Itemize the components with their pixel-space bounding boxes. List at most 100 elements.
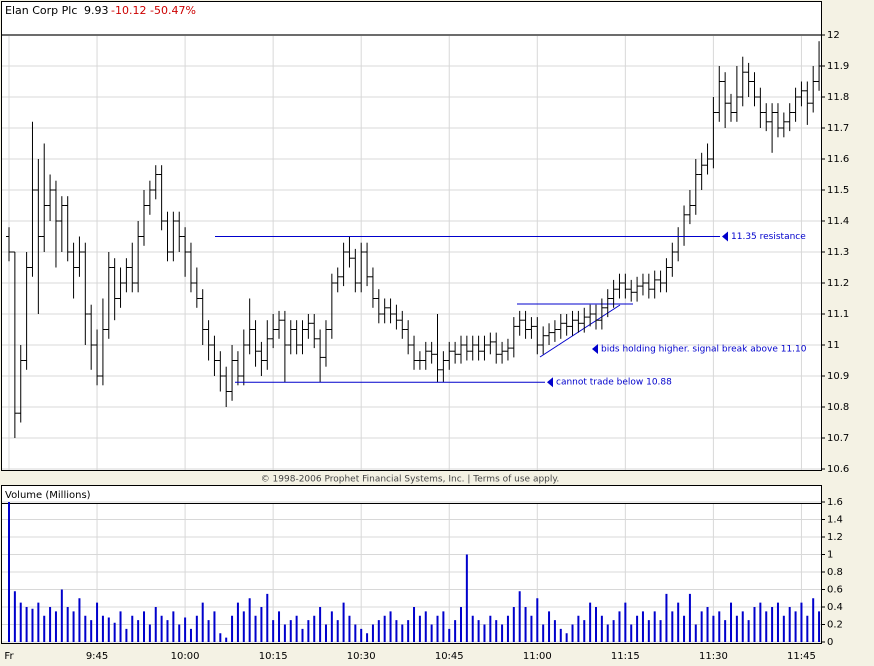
volume-bar bbox=[166, 620, 169, 642]
volume-bar bbox=[565, 633, 568, 642]
volume-bar bbox=[348, 615, 351, 642]
volume-bar bbox=[101, 615, 104, 642]
volume-title: Volume (Millions) bbox=[5, 490, 91, 501]
volume-bar bbox=[647, 620, 650, 642]
volume-bar bbox=[201, 602, 204, 642]
volume-bar bbox=[43, 615, 46, 642]
volume-bar bbox=[90, 620, 93, 642]
volume-bar bbox=[812, 598, 815, 642]
volume-bar bbox=[242, 611, 245, 642]
y-tick-label: 1 bbox=[827, 550, 833, 561]
volume-bar bbox=[753, 607, 756, 642]
y-tick-label: 0.2 bbox=[827, 620, 843, 631]
volume-panel bbox=[1, 485, 822, 644]
last-price: 9.93 bbox=[84, 4, 109, 17]
volume-bar bbox=[518, 591, 521, 642]
header-box bbox=[1, 1, 822, 35]
volume-bar bbox=[495, 620, 498, 642]
volume-bar bbox=[477, 620, 480, 642]
volume-bar bbox=[465, 554, 468, 642]
x-tick-label: 11:00 bbox=[523, 651, 552, 662]
volume-bar bbox=[360, 628, 363, 642]
volume-bar bbox=[413, 607, 416, 642]
volume-bar bbox=[759, 602, 762, 642]
triangle-rising-line bbox=[539, 304, 621, 358]
volume-bar bbox=[19, 602, 22, 642]
annotation-arrow bbox=[592, 344, 598, 354]
volume-bar bbox=[207, 620, 210, 642]
volume-bar bbox=[248, 598, 251, 642]
volume-bar bbox=[641, 611, 644, 642]
volume-bar bbox=[148, 624, 151, 642]
volume-bar bbox=[589, 602, 592, 642]
annotation-arrow bbox=[547, 377, 553, 388]
y-tick-label: 1.4 bbox=[827, 515, 843, 526]
volume-bar bbox=[96, 602, 99, 642]
volume-bar bbox=[283, 624, 286, 642]
volume-bar bbox=[49, 607, 52, 642]
volume-bar bbox=[8, 502, 10, 642]
copyright: © 1998-2006 Prophet Financial Systems, I… bbox=[261, 475, 560, 485]
volume-bar bbox=[336, 620, 339, 642]
y-tick-label: 0 bbox=[827, 637, 833, 648]
x-tick-label: 10:15 bbox=[259, 651, 288, 662]
price-change-pct: -50.47% bbox=[150, 4, 196, 17]
y-tick-label: 11.9 bbox=[827, 61, 849, 72]
volume-bar bbox=[606, 624, 609, 642]
volume-bar bbox=[54, 611, 57, 642]
volume-bar bbox=[501, 624, 504, 642]
volume-bar bbox=[354, 624, 357, 642]
volume-bar bbox=[483, 624, 486, 642]
x-tick-label: 10:30 bbox=[347, 651, 376, 662]
annotation-arrow bbox=[722, 231, 728, 242]
volume-bar bbox=[524, 607, 527, 642]
volume-bar bbox=[366, 633, 369, 642]
y-tick-label: 12 bbox=[827, 30, 840, 41]
volume-bar bbox=[630, 624, 633, 642]
volume-bar bbox=[489, 615, 492, 642]
volume-bar bbox=[37, 602, 40, 642]
volume-bar bbox=[788, 607, 791, 642]
volume-bar bbox=[765, 611, 768, 642]
volume-bar bbox=[189, 628, 192, 642]
volume-bar bbox=[624, 602, 627, 642]
volume-bar bbox=[659, 620, 662, 642]
y-tick-label: 10.6 bbox=[827, 464, 849, 475]
y-tick-label: 11.6 bbox=[827, 154, 849, 165]
volume-bar bbox=[395, 620, 398, 642]
y-tick-label: 1.6 bbox=[827, 497, 843, 508]
volume-bar bbox=[741, 611, 744, 642]
volume-bar bbox=[418, 615, 421, 642]
volume-bar bbox=[272, 620, 275, 642]
volume-bar bbox=[806, 615, 809, 642]
volume-bar bbox=[119, 611, 122, 642]
volume-bar bbox=[553, 620, 556, 642]
volume-bar bbox=[60, 589, 63, 642]
price-change: -10.12 bbox=[111, 4, 146, 17]
volume-bar bbox=[430, 624, 433, 642]
volume-bar bbox=[618, 611, 621, 642]
volume-bar bbox=[137, 620, 140, 642]
volume-bar bbox=[636, 615, 639, 642]
volume-bar bbox=[178, 624, 181, 642]
volume-bar bbox=[700, 611, 703, 642]
x-tick-label: Fr bbox=[4, 651, 14, 662]
y-tick-label: 0.6 bbox=[827, 585, 843, 596]
volume-bar bbox=[506, 615, 509, 642]
volume-bar bbox=[125, 628, 128, 642]
volume-bar bbox=[730, 602, 733, 642]
volume-bar bbox=[172, 611, 175, 642]
volume-bar bbox=[671, 611, 674, 642]
volume-bar bbox=[512, 607, 515, 642]
volume-bar bbox=[184, 617, 187, 642]
x-tick-label: 9:45 bbox=[86, 651, 108, 662]
x-tick-label: 11:45 bbox=[787, 651, 816, 662]
volume-bar bbox=[818, 611, 821, 642]
volume-bar bbox=[577, 615, 580, 642]
volume-bar bbox=[319, 607, 322, 642]
volume-bar bbox=[688, 593, 691, 642]
volume-bar bbox=[383, 615, 386, 642]
volume-bar bbox=[694, 624, 697, 642]
